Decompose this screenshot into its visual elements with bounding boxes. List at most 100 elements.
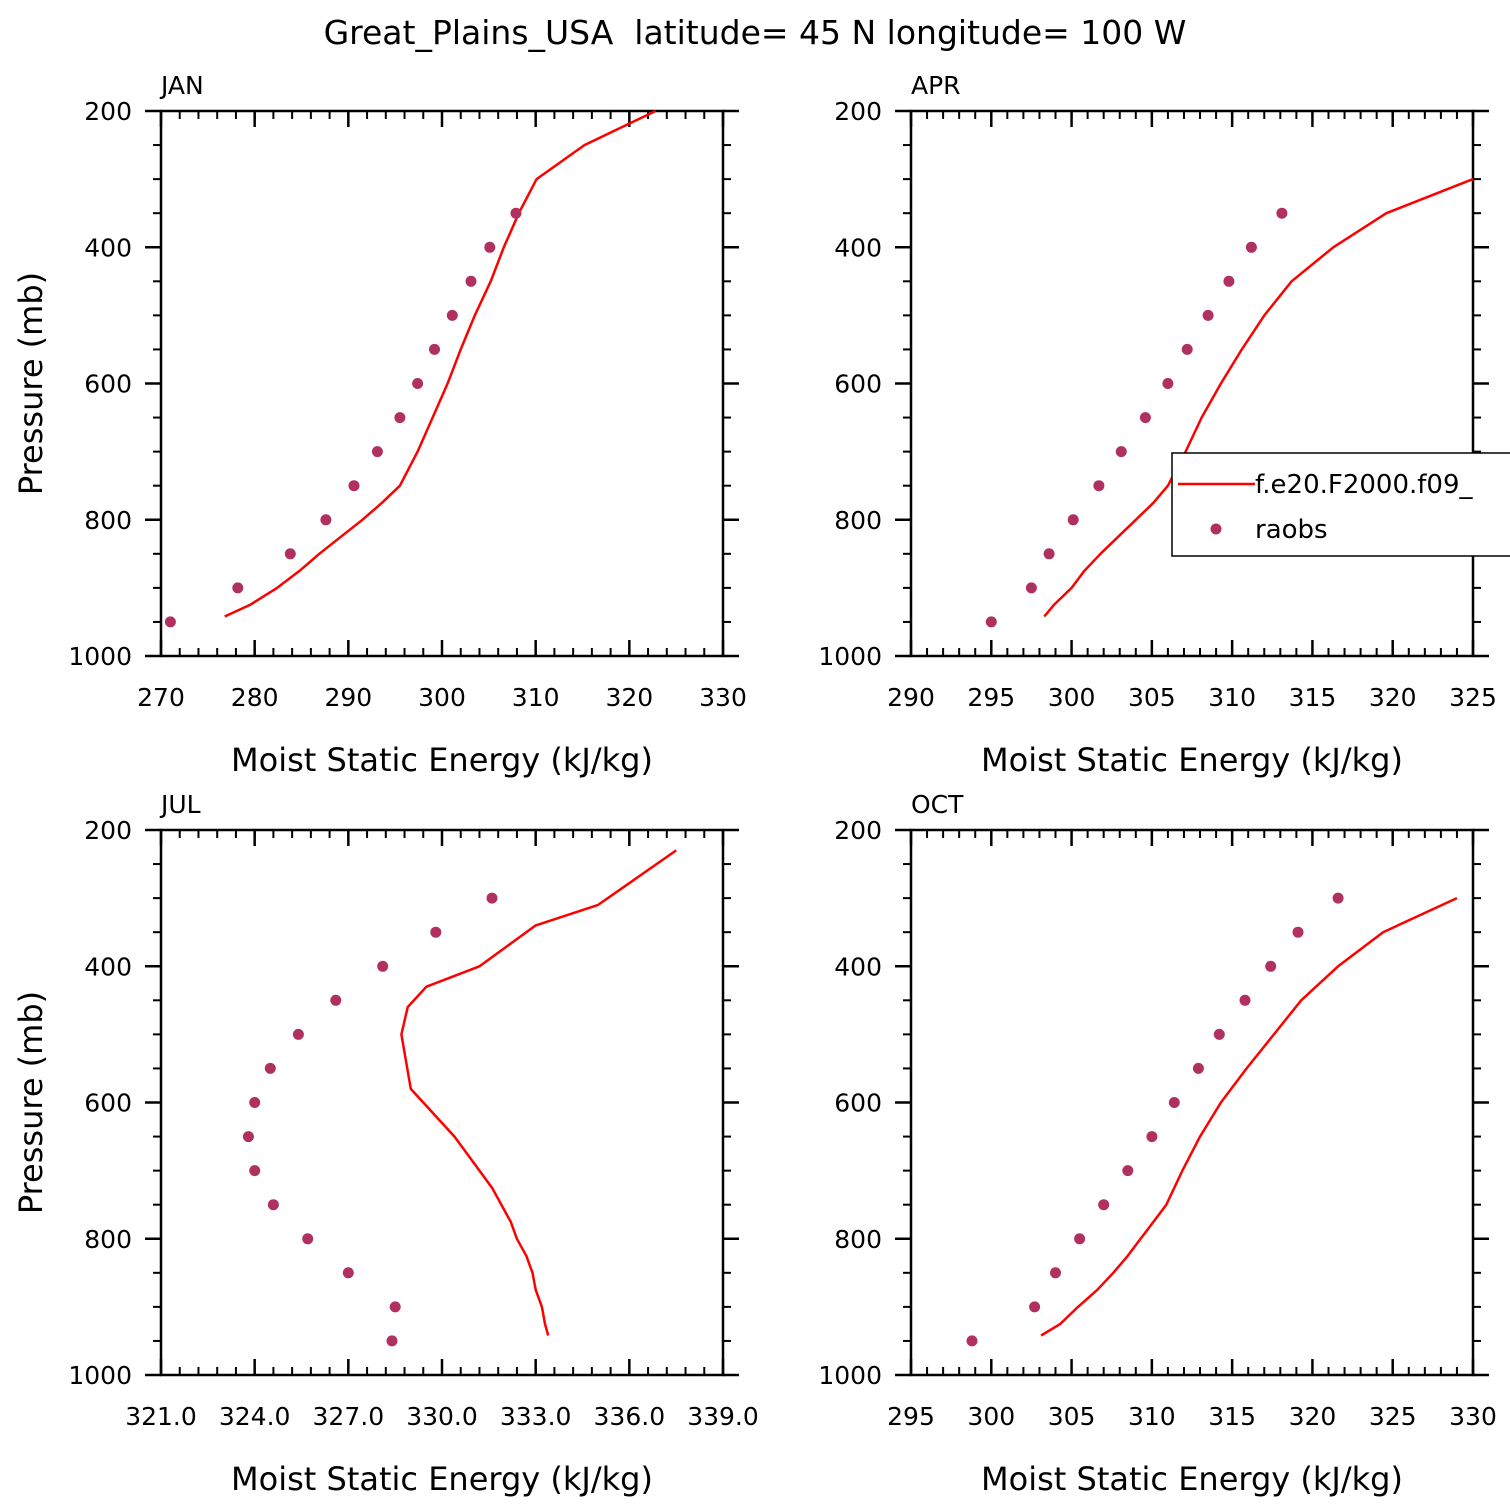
raobs-point (1276, 207, 1288, 219)
raobs-point (1146, 1131, 1158, 1143)
y-tick-label: 1000 (818, 642, 882, 671)
raobs-point (1115, 446, 1127, 458)
x-tick-label: 321.0 (125, 1402, 197, 1431)
raobs-point (1265, 960, 1277, 972)
raobs-point (465, 275, 477, 287)
x-axis-label-apr: Moist Static Energy (kJ/kg) (981, 741, 1403, 779)
y-tick-label: 200 (834, 97, 882, 126)
plot-frame-jan (159, 109, 725, 658)
raobs-point (342, 1267, 354, 1279)
x-tick-label: 333.0 (500, 1402, 572, 1431)
model-line-jan (224, 109, 657, 618)
raobs-point (1029, 1301, 1041, 1313)
raobs-point (1139, 412, 1151, 424)
raobs-point (302, 1233, 314, 1245)
raobs-point (267, 1199, 279, 1211)
raobs-point (1332, 892, 1344, 904)
panel-jan: JAN 270 280 290 300 310 320 330 200 400 600 800 1000… (12, 71, 747, 779)
raobs-point (389, 1301, 401, 1313)
y-tick-label: 200 (84, 97, 132, 126)
y-tick-label: 400 (834, 233, 882, 262)
raobs-point (1074, 1233, 1086, 1245)
y-axis-label-jul: Pressure (mb) (12, 991, 50, 1214)
figure-title: Great_Plains_USA latitude= 45 N longitud… (324, 13, 1187, 52)
panel-label-jan: JAN (159, 71, 204, 100)
raobs-point (1162, 378, 1174, 389)
x-tick-label: 270 (137, 683, 185, 712)
y-tick-label: 600 (84, 1089, 132, 1118)
y-axis-label-jan: Pressure (mb) (12, 272, 50, 495)
raobs-point (484, 241, 496, 253)
x-axis-label-oct: Moist Static Energy (kJ/kg) (981, 1460, 1403, 1498)
raobs-point (966, 1335, 978, 1347)
x-tick-label: 320 (1369, 683, 1417, 712)
x-tick-label: 310 (1128, 1402, 1176, 1431)
raobs-point (412, 378, 424, 389)
y-tick-label: 800 (84, 506, 132, 535)
model-line-oct (1040, 896, 1458, 1337)
x-tick-label: 290 (324, 683, 372, 712)
x-tick-label: 290 (887, 683, 935, 712)
x-tick-label: 300 (1048, 683, 1096, 712)
raobs-point (1067, 514, 1079, 526)
raobs-point (1239, 994, 1251, 1006)
raobs-point (242, 1131, 254, 1143)
x-tick-label: 330 (1449, 1402, 1497, 1431)
x-tick-label: 315 (1289, 683, 1337, 712)
plot-frame-oct (909, 828, 1475, 1377)
x-tick-label: 325 (1369, 1402, 1417, 1431)
x-tick-label: 305 (1128, 683, 1176, 712)
x-tick-label: 339.0 (687, 1402, 759, 1431)
plot-frame-jul (159, 828, 725, 1377)
raobs-point (320, 514, 332, 526)
raobs-point (430, 926, 442, 938)
x-tick-label: 320 (1289, 1402, 1337, 1431)
panel-label-oct: OCT (911, 790, 964, 819)
raobs-point (264, 1062, 276, 1074)
y-tick-label: 600 (834, 1089, 882, 1118)
x-tick-label: 295 (967, 683, 1015, 712)
y-tick-label: 800 (84, 1225, 132, 1254)
x-tick-label: 315 (1208, 1402, 1256, 1431)
x-axis-label-jul: Moist Static Energy (kJ/kg) (231, 1460, 653, 1498)
raobs-point (377, 960, 389, 972)
legend: f.e20.F2000.f09_ raobs (1171, 452, 1510, 557)
x-tick-label: 330.0 (406, 1402, 478, 1431)
legend-obs-label: raobs (1255, 515, 1328, 545)
panel-oct: OCT 295 300 305 310 315 320 325 330 200 400 600 800 1… (818, 790, 1496, 1498)
x-tick-label: 320 (605, 683, 653, 712)
panel-apr: APR 290 295 300 305 310 315 320 325 200 400 600 800 1… (818, 71, 1496, 779)
x-tick-label: 280 (231, 683, 279, 712)
x-tick-label: 300 (967, 1402, 1015, 1431)
x-tick-label: 295 (887, 1402, 935, 1431)
panel-jul: JUL 321.0 324.0 327.0 330.0 333.0 336.0 339.0 20… (12, 790, 759, 1498)
raobs-point (1025, 582, 1037, 594)
panel-label-jul: JUL (159, 790, 201, 819)
y-tick-label: 200 (834, 816, 882, 845)
y-tick-label: 800 (834, 1225, 882, 1254)
raobs-point (386, 1335, 398, 1347)
y-tick-label: 1000 (68, 1361, 132, 1390)
y-tick-label: 400 (834, 952, 882, 981)
raobs-point (348, 480, 360, 492)
raobs-point (284, 548, 296, 560)
y-tick-label: 1000 (68, 642, 132, 671)
raobs-point (292, 1028, 304, 1040)
raobs-point (446, 309, 458, 321)
panel-label-apr: APR (911, 71, 961, 100)
legend-model-label: f.e20.F2000.f09_ (1255, 470, 1473, 500)
y-tick-label: 800 (834, 506, 882, 535)
x-tick-label: 325 (1449, 683, 1497, 712)
x-tick-label: 310 (512, 683, 560, 712)
y-tick-label: 600 (84, 370, 132, 399)
raobs-point (1093, 480, 1105, 492)
raobs-point (1245, 241, 1257, 253)
y-tick-label: 200 (84, 816, 132, 845)
x-tick-label: 324.0 (219, 1402, 291, 1431)
raobs-point (1213, 1028, 1225, 1040)
legend-obs-marker-swatch (1210, 523, 1222, 535)
raobs-point (1050, 1267, 1061, 1279)
raobs-point (1043, 548, 1055, 560)
raobs-point (1202, 309, 1214, 321)
